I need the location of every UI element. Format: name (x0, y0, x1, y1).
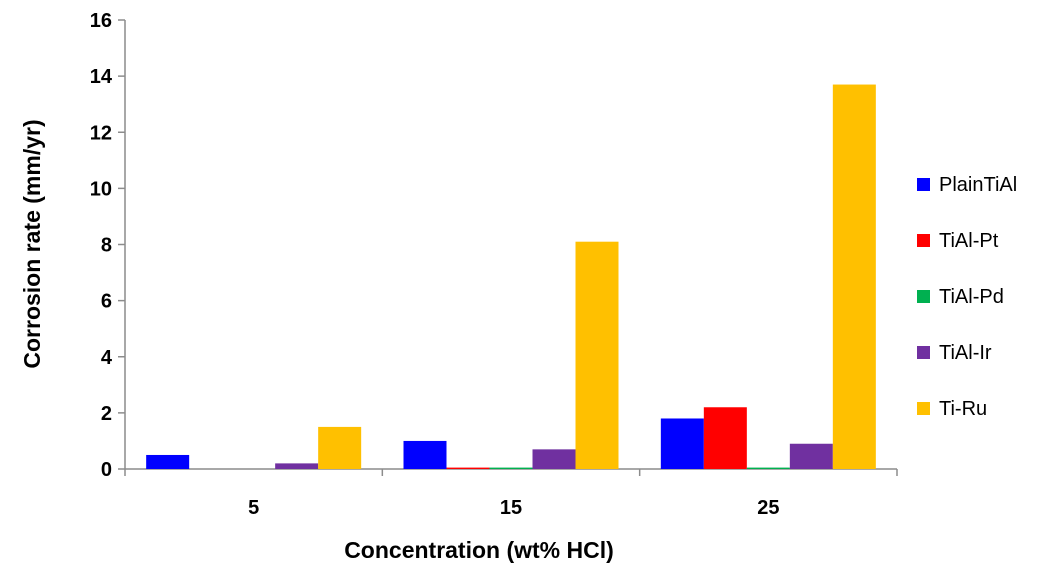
legend-swatch (917, 402, 930, 415)
bar (703, 407, 747, 469)
legend-label: PlainTiAl (939, 174, 1017, 196)
x-tick-label: 5 (248, 497, 259, 519)
bar (575, 241, 619, 469)
bar (489, 467, 533, 469)
legend-label: TiAl-Pt (939, 230, 999, 252)
x-axis-title: Concentration (wt% HCl) (344, 537, 614, 563)
legend-item: Ti-Ru (917, 398, 987, 420)
legend-label: Ti-Ru (939, 398, 987, 420)
legend-item: TiAl-Ir (917, 342, 992, 364)
bar (832, 84, 876, 469)
legend-item: TiAl-Pt (917, 230, 999, 252)
legend-swatch (917, 346, 930, 359)
legend-swatch (917, 290, 930, 303)
y-tick-label: 0 (101, 459, 112, 481)
y-tick-label: 2 (101, 403, 112, 425)
bar (532, 449, 576, 469)
bar (146, 454, 190, 469)
x-tick-label: 15 (500, 497, 522, 519)
bar (789, 443, 833, 469)
y-tick-label: 6 (101, 291, 112, 313)
bar (660, 418, 704, 469)
bar (746, 467, 790, 469)
legend-item: PlainTiAl (917, 174, 1017, 196)
y-tick-label: 12 (90, 122, 112, 144)
bar (275, 463, 319, 469)
legend-swatch (917, 234, 930, 247)
bar (403, 440, 447, 469)
x-tick-label: 25 (757, 497, 779, 519)
bar (318, 426, 362, 469)
legend-label: TiAl-Ir (939, 342, 992, 364)
legend: PlainTiAl TiAl-Pt TiAl-Pd TiAl-Ir Ti-Ru (917, 174, 1017, 420)
y-tick-label: 16 (90, 10, 112, 32)
legend-item: TiAl-Pd (917, 286, 1004, 308)
legend-swatch (917, 178, 930, 191)
legend-label: TiAl-Pd (939, 286, 1004, 308)
y-tick-label: 10 (90, 178, 112, 200)
y-tick-label: 8 (101, 235, 112, 257)
bar (446, 467, 490, 469)
y-tick-label: 14 (90, 66, 113, 88)
y-axis-title: Corrosion rate (mm/yr) (19, 119, 45, 368)
y-tick-label: 4 (101, 347, 113, 369)
plot-area: 0 2 4 6 8 10 12 14 16 5 15 25 (90, 10, 898, 519)
